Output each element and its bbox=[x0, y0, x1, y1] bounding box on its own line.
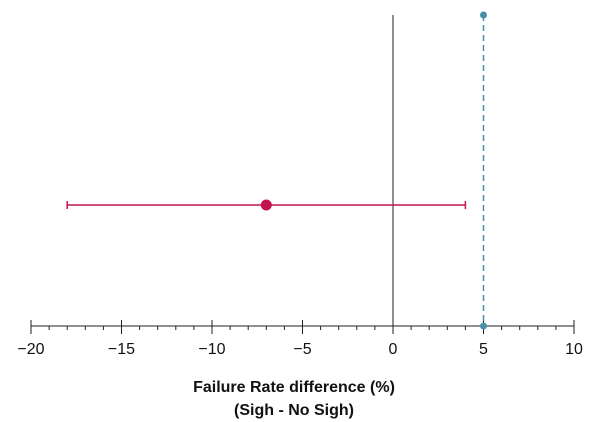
point-estimate bbox=[260, 199, 272, 211]
x-tick-label: 5 bbox=[479, 341, 488, 358]
reference-lines bbox=[392, 11, 487, 330]
margin-bottom-dot bbox=[480, 322, 487, 330]
x-tick-label: −10 bbox=[198, 341, 225, 358]
x-axis-title-line2: (Sigh - No Sigh) bbox=[234, 402, 354, 419]
x-tick-label: 10 bbox=[565, 341, 583, 358]
x-tick-label: −20 bbox=[17, 341, 44, 358]
x-tick-label: −5 bbox=[293, 341, 311, 358]
margin-top-dot bbox=[480, 11, 487, 19]
x-tick-label: −15 bbox=[108, 341, 135, 358]
x-axis: −20 −15 −10 −5 0 5 10 bbox=[17, 320, 583, 358]
estimate-group bbox=[66, 199, 467, 211]
x-tick-label: 0 bbox=[389, 341, 398, 358]
x-axis-title-line1: Failure Rate difference (%) bbox=[193, 379, 395, 396]
